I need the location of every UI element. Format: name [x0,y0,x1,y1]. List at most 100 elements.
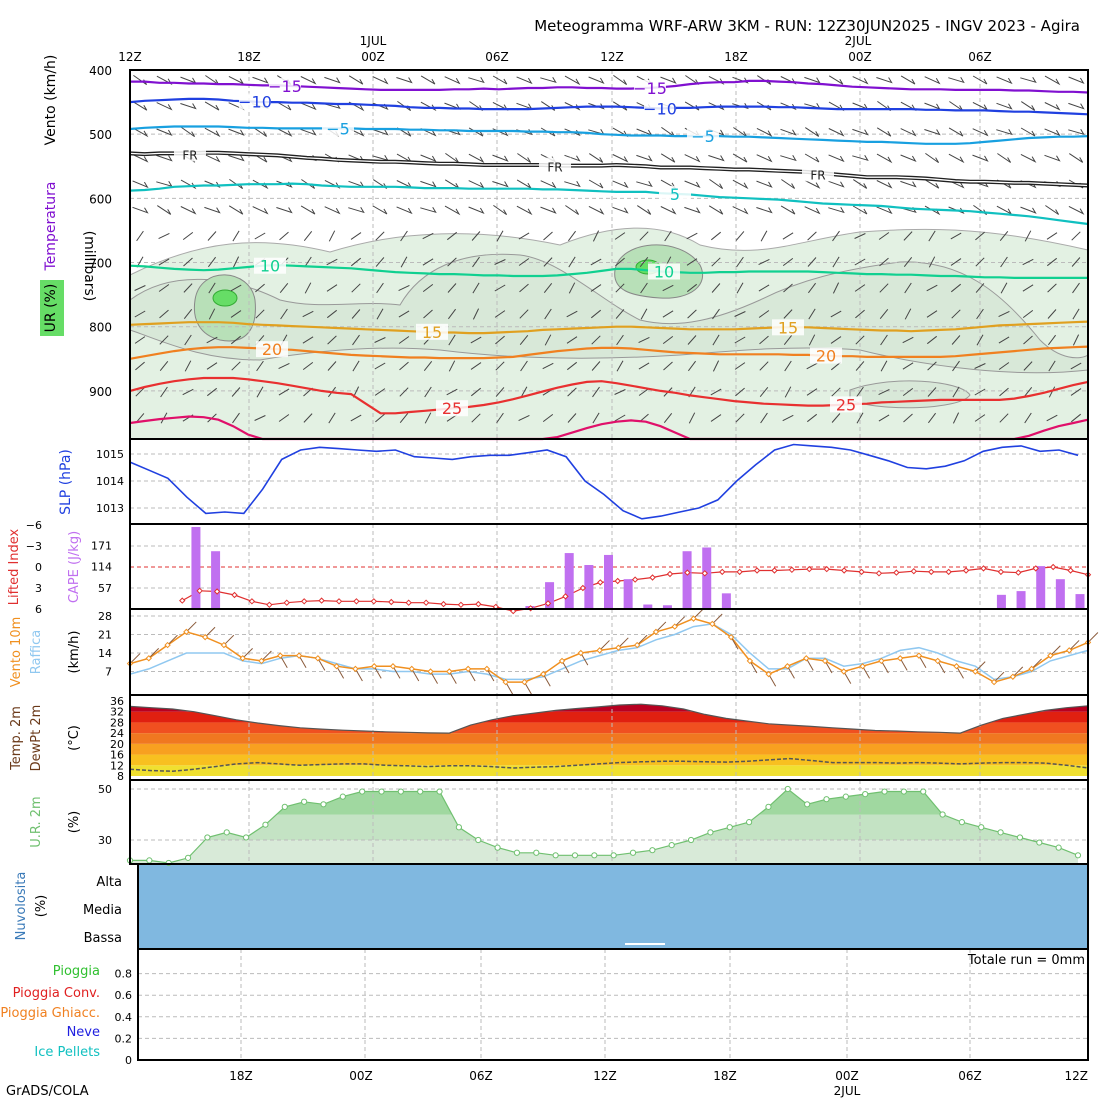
wind-barb [1045,205,1060,215]
rh-point [707,829,714,836]
li-point [370,598,378,605]
isotherm-label: −10 [238,92,272,111]
wind-barb [375,257,385,267]
cloud-level-label: Alta [96,875,122,890]
dewpoint-line [129,757,1089,772]
rh-axis-label: (%) [67,811,82,834]
rh-point [320,801,327,808]
wind-barb [591,335,601,345]
wind-barb [1071,257,1081,267]
rh-point [378,788,385,795]
rh-point [746,819,753,826]
wind-barb [996,129,1013,136]
wind-barb [1020,76,1037,84]
wind-barb [996,76,1013,85]
wind-barb [252,206,269,215]
rh-point [436,788,443,795]
wind-barb [975,231,985,241]
wind-barb [1021,101,1036,111]
li-tick-label: −6 [26,519,42,532]
wind-point [277,652,284,659]
li-point [893,569,900,576]
legend-rh-swatch [40,280,64,336]
wind-barb [804,206,821,215]
wind-barb [396,206,413,215]
wind-barb [686,232,698,240]
wind-barb [663,361,673,371]
wind-barb [976,308,984,320]
wind-barb [735,387,745,397]
li-point [422,599,430,606]
wind-barb [926,335,938,345]
wind-barb [492,154,509,162]
li-point [300,598,308,605]
wind-barb [780,155,797,162]
wind-barb [804,179,821,189]
li-point [562,593,569,600]
wind-barb [854,233,866,239]
wind-barb [540,206,557,214]
wind-barb [878,388,890,396]
precip-tick-label: 0.6 [115,989,133,1002]
wind-barb [300,76,317,85]
li-point [353,598,360,605]
wind-barb [876,77,893,84]
wind-barb [276,101,292,111]
wind-barb [420,128,437,137]
li-point [806,565,813,573]
wind-barb [976,334,984,346]
wind-point [709,620,716,628]
wind-barb [900,128,917,137]
wind-barb [156,128,173,137]
wind-tick-label: 7 [105,666,112,679]
wind-barb [519,334,529,346]
rh-point [862,791,869,798]
wind-barb [1069,153,1084,163]
humidity-50-area [849,380,971,409]
wind-direction-arrow [974,661,986,672]
wind-barb [492,181,509,188]
rh-band [130,814,1078,840]
wind-barb [327,361,337,371]
rh-tick-label: 50 [98,783,112,796]
wind-barb [542,414,554,422]
wind-barb [135,361,145,371]
wind-barb [543,282,553,294]
wind-direction-arrow [1031,658,1042,670]
wind-barb [687,335,697,345]
temperature-tick-label: 20 [110,738,124,751]
wind-barb [520,360,528,372]
rh-point [765,803,772,810]
rh-point [513,849,521,856]
wind-barb [372,76,389,85]
wind-point [408,665,415,673]
wind-barb [760,230,768,242]
wind-barb [592,230,600,242]
rh-legend-label: U.R. 2m [29,796,44,847]
wind-barb [228,205,244,215]
wind-barb [686,258,698,266]
wind-barb [759,335,769,345]
wind-barb [1044,75,1061,86]
pressure-axis-label: (millibars) [81,231,97,302]
wind-barb [204,127,221,138]
legend-wind-label: Vento (km/h) [43,55,59,146]
wind-barb [900,180,917,188]
wind-barb [853,179,868,189]
wind-barb [808,308,816,320]
wind-barb [448,308,456,320]
wind-barb [568,230,576,242]
wind-barb [590,258,602,266]
wind-barb [1023,335,1033,345]
wind-barb [396,77,413,84]
isotherm-line [129,320,1089,335]
li-point [266,601,273,609]
rh-point [359,788,366,795]
wind-barb [372,205,388,215]
wind-barb [158,258,170,266]
wind-barb [1046,232,1058,240]
wind-barb [468,206,485,215]
wind-barb [756,154,773,163]
wind-barb [999,413,1009,423]
li-point [318,597,325,604]
